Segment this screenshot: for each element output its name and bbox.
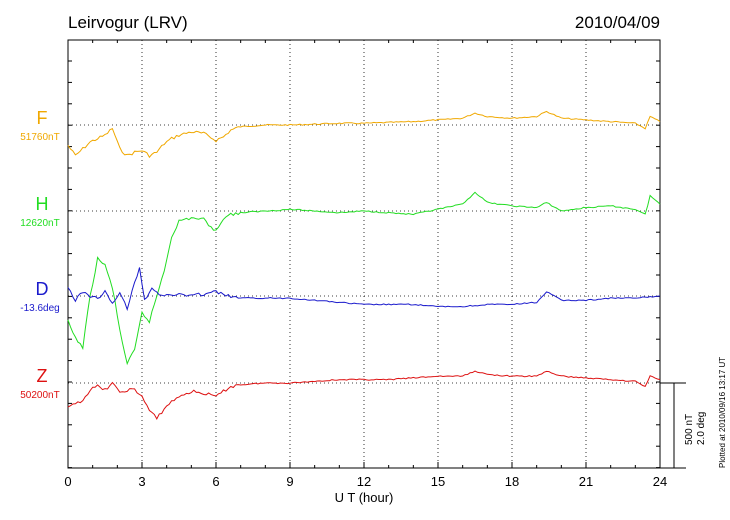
x-tick-label: 0: [64, 474, 71, 489]
x-axis-label: U T (hour): [335, 490, 394, 505]
x-tick-label: 18: [505, 474, 519, 489]
series-line-F: [67, 110, 661, 159]
minor-ticks: [68, 40, 660, 469]
x-tick-label: 3: [138, 474, 145, 489]
series-baseline-F: 51760nT: [20, 132, 59, 143]
series-baseline-D: -13.6deg: [20, 303, 59, 314]
series-baseline-H: 12620nT: [20, 218, 59, 229]
series-name-D: D: [36, 279, 49, 299]
series-lines: [67, 110, 661, 420]
x-tick-label: 12: [357, 474, 371, 489]
series-line-Z: [67, 370, 661, 420]
series-name-F: F: [37, 108, 48, 128]
x-tick-label: 6: [212, 474, 219, 489]
series-line-H: [67, 191, 661, 366]
x-tick-label: 9: [286, 474, 293, 489]
scale-bar: 500 nT 2.0 deg: [660, 382, 707, 469]
series-baseline-Z: 50200nT: [20, 390, 59, 401]
series-name-Z: Z: [37, 366, 48, 386]
plotted-at-note: Plotted at 2010/09/16 13:17 UT: [718, 357, 727, 468]
station-title: Leirvogur (LRV): [68, 13, 188, 32]
series-name-H: H: [36, 194, 49, 214]
x-tick-label: 24: [653, 474, 667, 489]
component-labels: F 51760nT H 12620nT D -13.6deg Z 50200nT: [20, 108, 59, 401]
x-tick-label: 15: [431, 474, 445, 489]
scale-nt-label: 500 nT: [684, 414, 695, 445]
date-label: 2010/04/09: [575, 13, 660, 32]
scale-deg-label: 2.0 deg: [696, 412, 707, 445]
vertical-gridlines: [67, 40, 661, 468]
x-tick-label: 21: [579, 474, 593, 489]
series-line-D: [67, 267, 661, 312]
x-tick-labels: 0 3 6 9 12 15 18 21 24: [64, 474, 667, 489]
